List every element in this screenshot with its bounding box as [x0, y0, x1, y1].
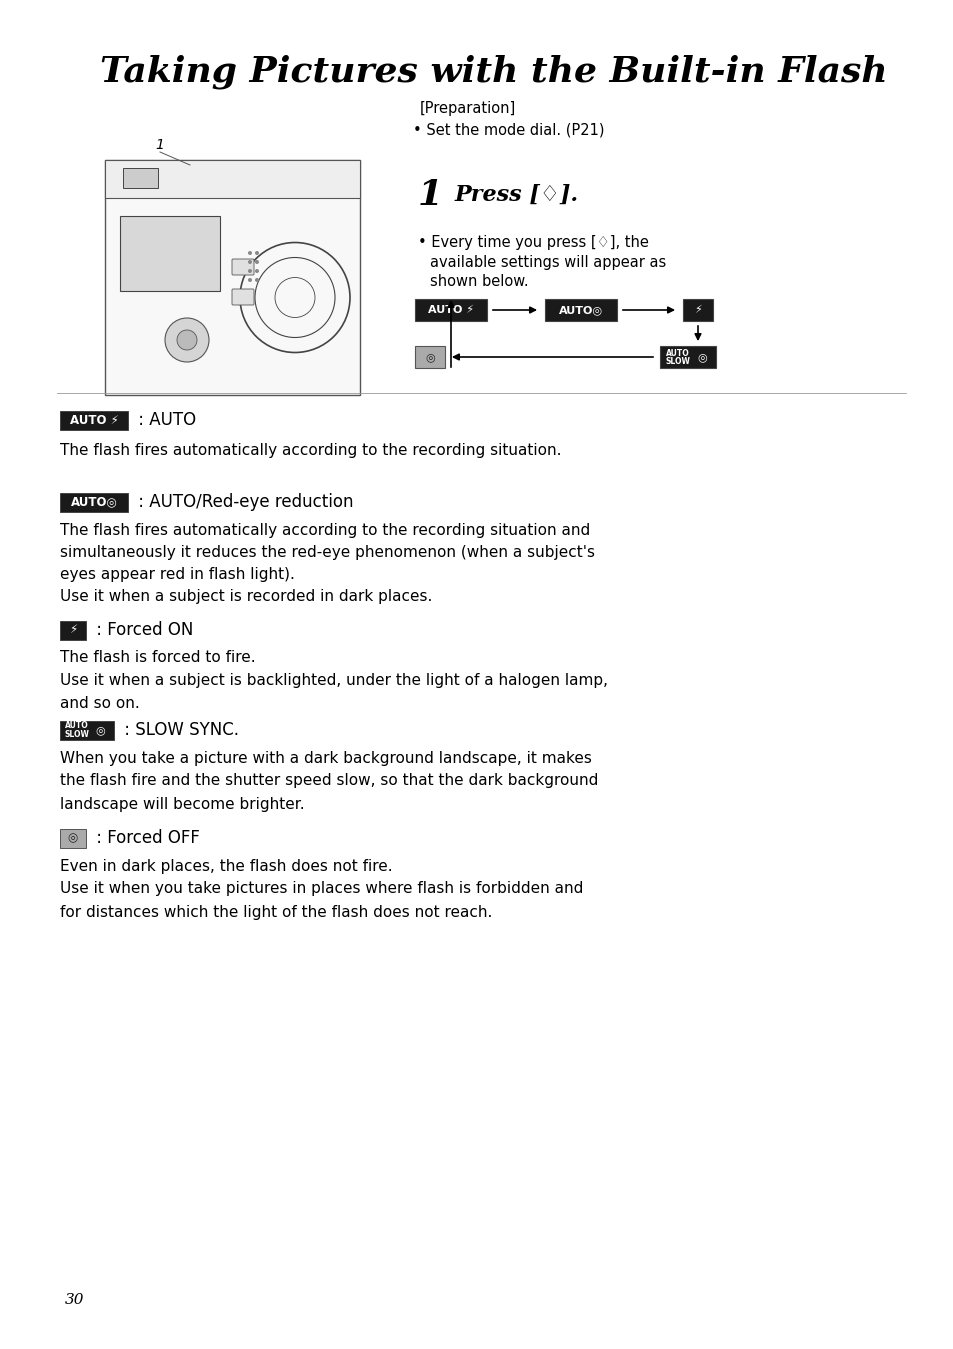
Text: 1: 1 [417, 178, 442, 212]
Text: When you take a picture with a dark background landscape, it makes: When you take a picture with a dark back… [60, 750, 591, 765]
FancyBboxPatch shape [232, 259, 253, 275]
FancyBboxPatch shape [415, 299, 486, 321]
FancyBboxPatch shape [60, 720, 113, 739]
Text: Even in dark places, the flash does not fire.: Even in dark places, the flash does not … [60, 858, 393, 874]
FancyBboxPatch shape [60, 828, 86, 847]
FancyBboxPatch shape [60, 410, 128, 429]
FancyBboxPatch shape [60, 492, 128, 511]
Text: ◎: ◎ [95, 724, 105, 735]
Text: AUTO: AUTO [65, 720, 89, 730]
Text: ◎: ◎ [425, 352, 435, 362]
Text: : AUTO/Red-eye reduction: : AUTO/Red-eye reduction [132, 492, 354, 511]
FancyBboxPatch shape [123, 169, 158, 188]
Circle shape [248, 251, 252, 255]
Circle shape [254, 268, 258, 272]
Text: shown below.: shown below. [430, 274, 528, 290]
Text: ◎: ◎ [697, 352, 706, 362]
Text: Taking Pictures with the Built-in Flash: Taking Pictures with the Built-in Flash [100, 55, 886, 89]
Text: 30: 30 [65, 1292, 85, 1307]
Text: : Forced ON: : Forced ON [91, 621, 193, 639]
Text: The flash fires automatically according to the recording situation.: The flash fires automatically according … [60, 442, 561, 457]
Circle shape [248, 260, 252, 264]
FancyBboxPatch shape [105, 161, 359, 395]
Text: AUTO◎: AUTO◎ [71, 495, 117, 509]
Text: The flash is forced to fire.: The flash is forced to fire. [60, 649, 255, 665]
Text: for distances which the light of the flash does not reach.: for distances which the light of the fla… [60, 904, 492, 920]
Text: : AUTO: : AUTO [132, 411, 196, 429]
Text: Use it when a subject is recorded in dark places.: Use it when a subject is recorded in dar… [60, 588, 432, 603]
Circle shape [248, 278, 252, 282]
FancyBboxPatch shape [415, 345, 444, 368]
Circle shape [254, 251, 258, 255]
FancyBboxPatch shape [60, 621, 86, 639]
Text: ◎: ◎ [68, 831, 78, 844]
Circle shape [254, 278, 258, 282]
FancyBboxPatch shape [232, 289, 253, 305]
Text: AUTO ⚡: AUTO ⚡ [428, 305, 474, 316]
Circle shape [177, 331, 196, 349]
Text: AUTO: AUTO [665, 348, 689, 357]
Text: ⚡: ⚡ [694, 305, 701, 316]
Circle shape [165, 318, 209, 362]
Text: • Every time you press [♢], the: • Every time you press [♢], the [417, 235, 648, 250]
Text: simultaneously it reduces the red-eye phenomenon (when a subject's: simultaneously it reduces the red-eye ph… [60, 545, 595, 560]
Circle shape [248, 268, 252, 272]
FancyBboxPatch shape [120, 216, 220, 291]
Text: SLOW: SLOW [665, 356, 690, 366]
Text: Press [♢].: Press [♢]. [455, 183, 578, 206]
FancyBboxPatch shape [544, 299, 617, 321]
Text: ⚡: ⚡ [69, 623, 77, 637]
Text: SLOW: SLOW [65, 730, 90, 739]
Text: the flash fire and the shutter speed slow, so that the dark background: the flash fire and the shutter speed slo… [60, 773, 598, 789]
FancyBboxPatch shape [659, 345, 716, 368]
Text: 1: 1 [155, 138, 164, 152]
Text: : Forced OFF: : Forced OFF [91, 830, 200, 847]
Text: : SLOW SYNC.: : SLOW SYNC. [119, 720, 239, 739]
Text: landscape will become brighter.: landscape will become brighter. [60, 796, 304, 812]
FancyBboxPatch shape [682, 299, 712, 321]
FancyBboxPatch shape [105, 161, 359, 198]
Text: [Preparation]: [Preparation] [419, 100, 516, 116]
Text: • Set the mode dial. (P21): • Set the mode dial. (P21) [413, 123, 604, 138]
Text: Use it when you take pictures in places where flash is forbidden and: Use it when you take pictures in places … [60, 881, 583, 897]
Text: eyes appear red in flash light).: eyes appear red in flash light). [60, 567, 294, 581]
Circle shape [254, 260, 258, 264]
Text: available settings will appear as: available settings will appear as [430, 255, 665, 271]
Text: The flash fires automatically according to the recording situation and: The flash fires automatically according … [60, 522, 590, 537]
Text: and so on.: and so on. [60, 696, 139, 711]
Text: AUTO ⚡: AUTO ⚡ [70, 414, 118, 426]
Text: Use it when a subject is backlighted, under the light of a halogen lamp,: Use it when a subject is backlighted, un… [60, 673, 607, 688]
Text: AUTO◎: AUTO◎ [558, 305, 602, 316]
